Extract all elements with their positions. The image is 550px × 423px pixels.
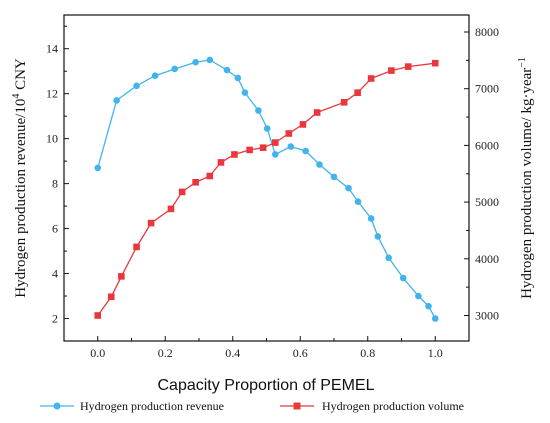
x-tick-label: 0.4 [225, 346, 240, 360]
data-point-volume [299, 121, 307, 128]
legend-item-revenue: Hydrogen production revenue [40, 399, 224, 413]
data-point-revenue [255, 107, 262, 114]
data-point-revenue [431, 315, 439, 322]
data-point-volume [285, 130, 293, 137]
left-y-tick-label: 8 [52, 177, 58, 191]
left-y-tick-label: 10 [46, 132, 58, 146]
data-point-volume [246, 146, 253, 154]
right-y-tick-label: 7000 [475, 82, 499, 96]
data-point-volume [147, 219, 155, 227]
data-point-volume [271, 139, 279, 146]
data-point-revenue [151, 72, 159, 80]
data-point-revenue [345, 184, 352, 192]
legend-revenue-label: Hydrogen production revenue [80, 399, 224, 413]
series-line-volume [97, 62, 436, 316]
data-point-revenue [206, 56, 214, 64]
data-point-revenue [399, 274, 407, 282]
right-y-tick-label: 5000 [475, 195, 499, 209]
x-tick-label: 0.2 [158, 346, 173, 360]
legend-volume-label: Hydrogen production volume [322, 399, 464, 413]
legend-volume-marker [293, 402, 301, 410]
legend-revenue-marker [53, 402, 61, 410]
series-line-revenue [97, 59, 436, 319]
x-axis-title: Capacity Proportion of PEMEL [158, 377, 375, 394]
x-tick-label: 1.0 [428, 346, 443, 360]
legend-item-volume: Hydrogen production volume [280, 399, 464, 413]
right-y-axis-title-superscript: −1 [517, 57, 528, 68]
data-point-revenue [113, 97, 120, 104]
left-y-axis-ticks: 2 4 6 8 10 12 14 [46, 25, 69, 326]
data-point-volume [192, 178, 199, 186]
data-point-revenue [425, 302, 432, 310]
data-point-volume [404, 63, 412, 70]
data-point-revenue [241, 89, 249, 96]
right-y-axis-title: Hydrogen production volume/ kg·year−1 [517, 57, 535, 299]
data-point-revenue [223, 66, 231, 74]
data-point-volume [217, 159, 225, 166]
data-point-revenue [94, 164, 102, 172]
left-y-tick-label: 2 [52, 312, 58, 326]
data-point-revenue [133, 82, 140, 90]
data-point-revenue [287, 143, 295, 150]
data-point-revenue [234, 74, 242, 82]
left-y-axis-title: Hydrogen production revenue/104 CNY [11, 58, 29, 298]
left-y-axis-title-superscript: 4 [11, 94, 22, 99]
data-point-volume [231, 151, 238, 158]
data-point-revenue [271, 151, 279, 158]
data-point-volume [94, 312, 102, 319]
data-point-volume [133, 243, 140, 251]
data-point-revenue [374, 233, 382, 240]
data-point-revenue [192, 58, 199, 66]
data-point-volume [367, 75, 375, 82]
data-point-revenue [171, 65, 178, 73]
legend: Hydrogen production revenue Hydrogen pro… [40, 399, 464, 413]
right-y-tick-label: 8000 [475, 25, 499, 39]
data-point-volume [178, 188, 186, 196]
data-point-volume [107, 293, 115, 301]
left-y-tick-label: 14 [46, 42, 58, 56]
x-tick-label: 0.6 [293, 346, 308, 360]
x-tick-label: 0.0 [90, 346, 105, 360]
left-y-tick-label: 4 [52, 267, 58, 281]
data-point-volume [354, 89, 361, 96]
data-point-revenue [263, 125, 271, 132]
left-y-tick-label: 12 [46, 87, 58, 101]
data-point-volume [118, 273, 125, 280]
x-tick-label: 0.8 [360, 346, 375, 360]
data-point-volume [388, 67, 395, 74]
data-point-revenue [316, 161, 323, 168]
right-y-tick-label: 4000 [475, 252, 499, 266]
left-y-tick-label: 6 [52, 222, 58, 236]
right-y-tick-label: 3000 [475, 308, 499, 322]
right-y-axis-ticks: 3000 4000 5000 6000 7000 8000 [464, 25, 499, 322]
data-point-volume [431, 59, 439, 67]
data-point-revenue [415, 292, 422, 300]
data-point-volume [313, 109, 321, 116]
data-point-volume [167, 205, 175, 213]
data-point-revenue [330, 173, 338, 181]
data-point-volume [340, 99, 348, 106]
data-point-revenue [302, 147, 309, 155]
data-point-volume [206, 172, 214, 180]
data-point-revenue [385, 254, 392, 262]
right-y-tick-label: 6000 [475, 138, 499, 152]
data-point-revenue [367, 215, 375, 222]
x-axis-ticks: 0.0 0.2 0.4 0.6 0.8 1.0 [63, 336, 470, 360]
series-layer [94, 56, 439, 322]
data-point-revenue [354, 198, 362, 205]
data-point-volume [259, 144, 267, 151]
